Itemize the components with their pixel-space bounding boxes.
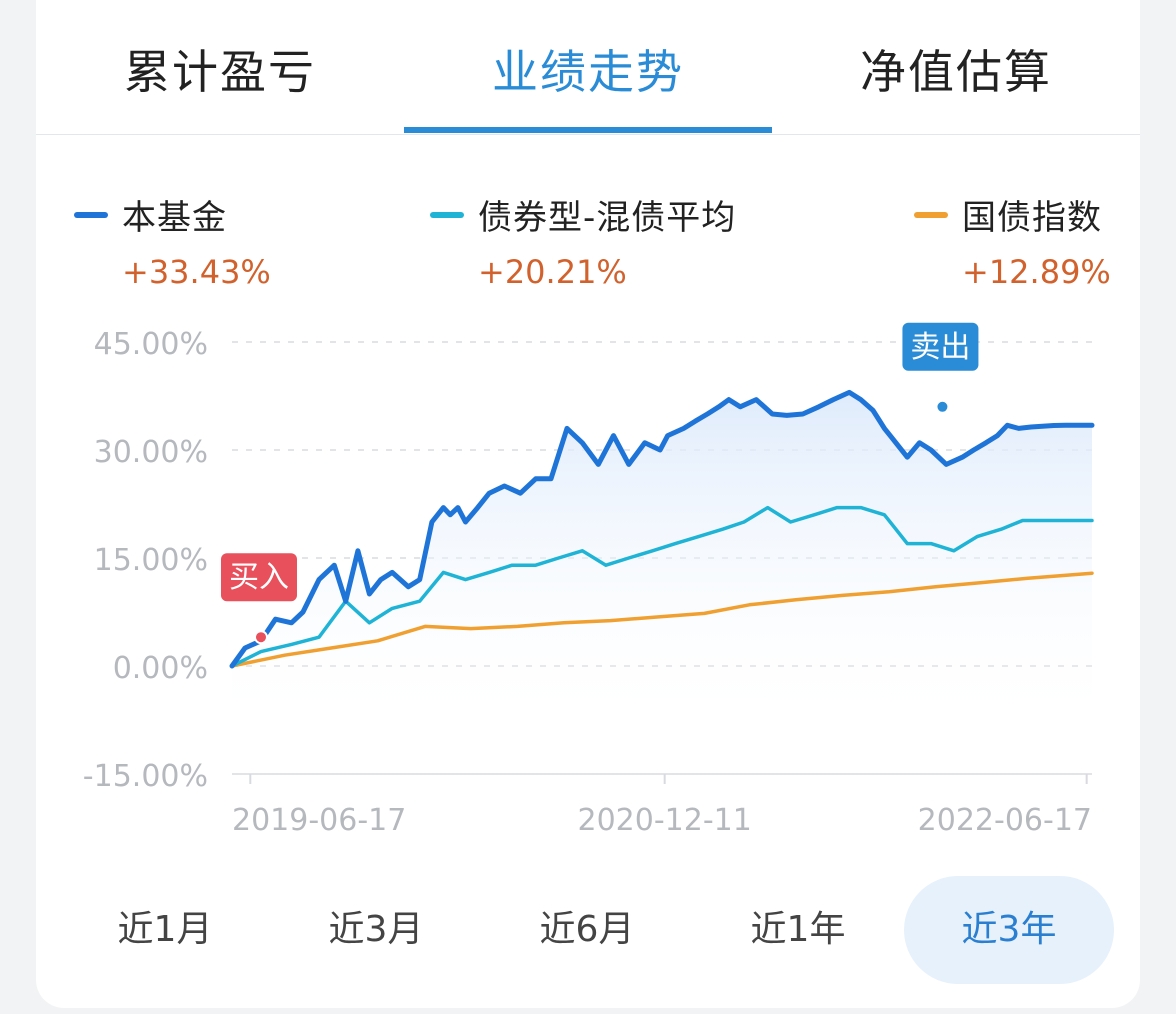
performance-chart: 45.00% 30.00% 15.00% 0.00% -15.00% 2019-06-17… [83,322,1095,838]
legend-treasury-index: 国债指数 +12.89% [914,190,1111,291]
active-tab-indicator [404,127,772,133]
legend-name-fund: 本基金 [122,198,227,238]
x-tick-label: 2020-12-11 [577,803,751,838]
legend-value-treasury-index: +12.89% [962,253,1111,291]
marker-label: 买入 [229,560,289,595]
legend-line-treasury-index [914,211,948,218]
legend-category-avg: 债券型-混债平均 +20.21% [430,190,736,291]
legend-line-category-avg [430,211,464,218]
fund-area-fill [232,392,1092,734]
x-tick-label: 2022-06-17 [918,803,1092,838]
period-6m[interactable]: 近6月 [539,909,635,950]
marker-badge [220,553,297,602]
series-line [230,505,1094,668]
marker-label: 卖出 [910,330,970,365]
period-1y[interactable]: 近1年 [750,909,846,950]
x-tick-label: 2019-06-17 [232,803,406,838]
legend-name-category-avg: 债券型-混债平均 [478,198,737,238]
legend-value-category-avg: +20.21% [478,253,627,291]
period-1m[interactable]: 近1月 [117,909,213,950]
period-3y[interactable]: 近3年 [904,876,1114,984]
y-tick-label: -15.00% [83,759,208,794]
tab-cumulative-pnl[interactable]: 累计盈亏 [124,45,316,99]
series-line [230,571,1094,668]
legend-value-fund: +33.43% [122,253,271,291]
legend-name-treasury-index: 国债指数 [962,198,1102,238]
legend-line-fund [74,211,108,218]
marker-badge [902,322,979,371]
tab-performance-trend[interactable]: 业绩走势 [492,45,684,99]
y-tick-label: 45.00% [94,327,208,362]
period-3m[interactable]: 近3月 [328,909,424,950]
marker-dot [935,399,950,414]
marker-dot [253,630,268,645]
legend-fund: 本基金 +33.43% [74,190,271,291]
series-line [229,389,1095,669]
fund-card: 累计盈亏 业绩走势 净值估算 本基金 +33.43% 债券型-混债平均 +20.… [36,0,1140,1008]
y-tick-label: 0.00% [113,651,208,686]
y-tick-label: 15.00% [94,543,208,578]
y-tick-label: 30.00% [94,435,208,470]
tab-bar: 累计盈亏 业绩走势 净值估算 [36,0,1140,135]
tab-nav-estimate[interactable]: 净值估算 [860,45,1052,99]
